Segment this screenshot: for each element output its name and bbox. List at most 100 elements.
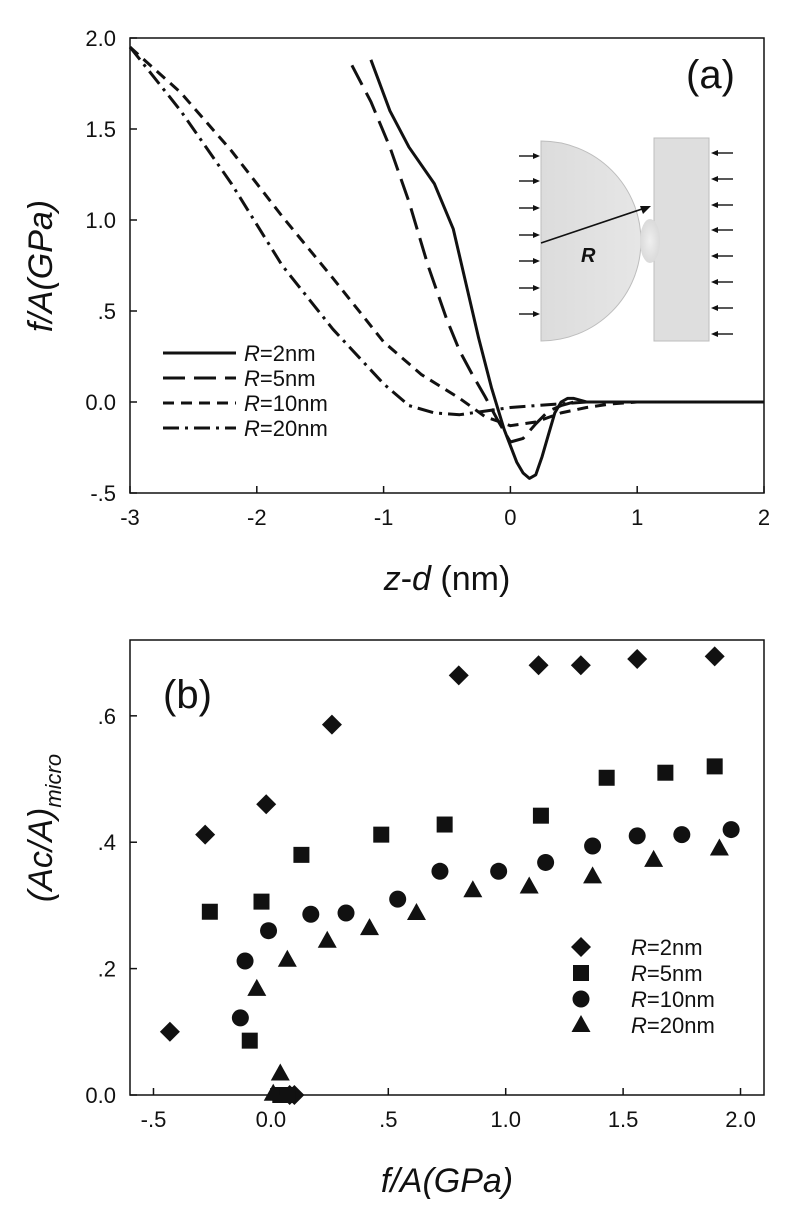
data-point-circle	[628, 827, 646, 845]
legend-label: R=5nm	[631, 961, 703, 986]
pressure-arrowhead-right	[711, 150, 718, 156]
data-point-square	[706, 758, 723, 775]
data-point-diamond	[256, 794, 277, 815]
legend-label: R=10nm	[244, 391, 328, 416]
legend-marker-triangle	[571, 1015, 591, 1032]
x-tick-label: 1.5	[608, 1107, 639, 1132]
panel-b-axis-ticks	[130, 715, 742, 1096]
legend-marker-square	[573, 965, 589, 981]
data-point-square	[598, 769, 615, 786]
legend-marker-diamond	[571, 937, 591, 957]
panel-a-x-tick-labels: -3 -2 -1 0 1 2	[120, 505, 770, 530]
pressure-arrowhead-left	[533, 311, 540, 317]
pressure-arrowhead-right	[711, 253, 718, 259]
data-point-circle	[236, 952, 254, 970]
panel-b-label: (b)	[163, 673, 212, 717]
pressure-arrowhead-left	[533, 205, 540, 211]
line-series-20nm	[128, 46, 764, 417]
data-point-triangle	[247, 978, 267, 996]
pressure-arrowhead-right	[711, 202, 718, 208]
panel-a-label: (a)	[686, 53, 735, 97]
pressure-arrowhead-left	[533, 153, 540, 159]
pressure-arrowhead-right	[711, 227, 718, 233]
data-point-square	[201, 903, 218, 920]
legend-marker-circle	[572, 990, 590, 1008]
panel-a-y-tick-labels: -.5 0.0 .5 1.0 1.5 2.0	[85, 26, 116, 506]
line-series-10nm	[128, 45, 764, 428]
pressure-arrowhead-right	[711, 279, 718, 285]
data-point-circle	[431, 862, 449, 880]
panel-a-xlabel: z-d (nm)	[383, 560, 511, 598]
pressure-arrowhead-right	[711, 331, 718, 337]
inset-slab	[653, 137, 710, 342]
pressure-arrowhead-left	[533, 232, 540, 238]
legend-label: R=10nm	[631, 987, 715, 1012]
data-point-triangle	[583, 866, 603, 884]
data-point-diamond	[448, 665, 469, 686]
panel-a: -3 -2 -1 0 1 2 -.5 0.0 .5 1.0 1.5 2.0 (a) z-d (nm)…	[22, 26, 770, 598]
x-tick-label: -1	[374, 505, 394, 530]
x-tick-label: 2.0	[725, 1107, 756, 1132]
data-point-square	[293, 846, 310, 863]
data-point-triangle	[277, 949, 297, 967]
y-tick-label: .4	[98, 830, 116, 855]
inset-hemisphere	[540, 140, 642, 342]
y-tick-label: 2.0	[85, 26, 116, 51]
data-point-diamond	[704, 646, 725, 667]
data-point-square	[436, 816, 453, 833]
data-point-diamond	[195, 824, 216, 845]
x-tick-label: .5	[379, 1107, 397, 1132]
data-point-square	[241, 1032, 258, 1049]
y-tick-label: .5	[98, 299, 116, 324]
legend-label: R=2nm	[631, 935, 703, 960]
data-point-triangle	[263, 1083, 283, 1101]
x-tick-label: -2	[247, 505, 267, 530]
panel-b-ylabel: (Ac/A)micro	[22, 754, 66, 902]
data-point-circle	[260, 922, 278, 940]
data-point-square	[253, 893, 270, 910]
pressure-arrowhead-left	[533, 285, 540, 291]
data-point-diamond	[627, 648, 648, 669]
x-tick-label: 2	[758, 505, 770, 530]
pressure-arrowhead-right	[711, 176, 718, 182]
legend-label: R=20nm	[631, 1013, 715, 1038]
data-point-circle	[584, 837, 602, 855]
panel-b-series	[159, 646, 740, 1105]
x-tick-label: 0.0	[256, 1107, 287, 1132]
panel-a-axis-ticks	[129, 37, 765, 494]
panel-b: -.5 0.0 .5 1.0 1.5 2.0 0.0 .2 .4 .6 (b) f/A(GPa)…	[22, 639, 765, 1200]
data-point-circle	[389, 890, 407, 908]
y-tick-label: 1.5	[85, 117, 116, 142]
y-tick-label: 0.0	[85, 390, 116, 415]
pressure-arrowhead-right	[711, 305, 718, 311]
x-tick-label: -3	[120, 505, 140, 530]
data-point-triangle	[644, 849, 664, 867]
y-tick-label: .6	[98, 704, 116, 729]
panel-b-y-tick-labels: 0.0 .2 .4 .6	[85, 704, 116, 1108]
data-point-triangle	[463, 880, 483, 898]
x-tick-label: 0	[504, 505, 516, 530]
legend-label: R=2nm	[244, 341, 316, 366]
y-tick-label: -.5	[90, 481, 116, 506]
y-tick-label: 0.0	[85, 1083, 116, 1108]
panel-b-plot-frame	[129, 639, 765, 1096]
data-point-triangle	[519, 876, 539, 894]
data-point-circle	[302, 905, 320, 923]
data-point-square	[279, 1087, 296, 1103]
y-tick-label: .2	[98, 957, 116, 982]
contact-inset: R	[519, 137, 733, 342]
data-point-triangle	[317, 930, 337, 948]
panel-a-ylabel: f/A(GPa)	[22, 200, 60, 332]
data-point-diamond	[528, 655, 549, 676]
data-point-diamond	[159, 1021, 180, 1042]
data-point-triangle	[360, 918, 380, 936]
panel-b-x-tick-labels: -.5 0.0 .5 1.0 1.5 2.0	[141, 1107, 756, 1132]
panel-a-plot-frame	[129, 37, 765, 494]
inset-radius-label: R	[581, 245, 596, 267]
inset-pressure-arrows	[519, 150, 733, 337]
data-point-diamond	[570, 655, 591, 676]
pressure-arrowhead-left	[533, 258, 540, 264]
data-point-circle	[337, 904, 355, 922]
